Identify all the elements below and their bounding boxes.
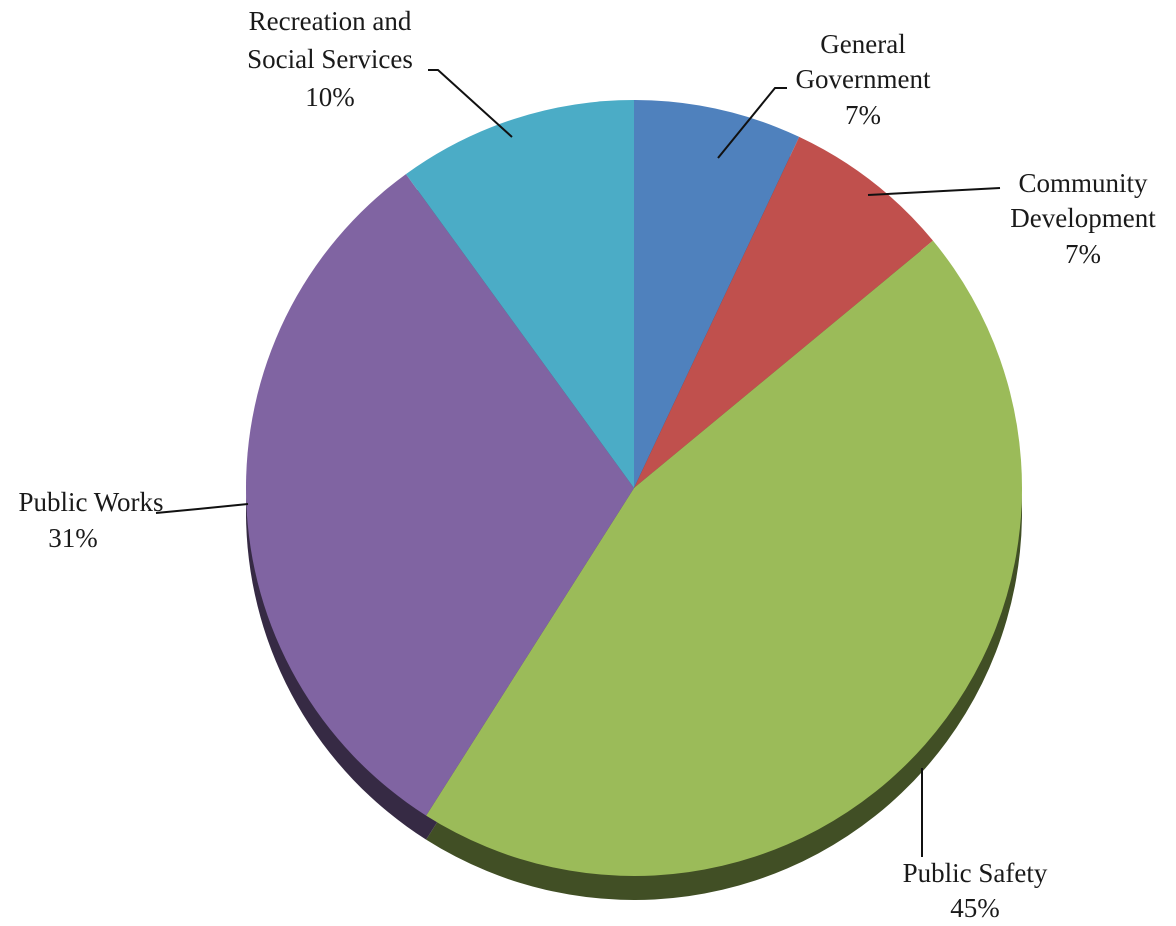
slice-label-line: Recreation and	[249, 6, 412, 36]
svg-text:Community: Community	[1018, 168, 1148, 198]
slice-percent: 31%	[48, 523, 98, 553]
slice-label-line: Public Safety	[903, 858, 1048, 888]
svg-text:Government: Government	[796, 64, 931, 94]
leader-line-layer	[155, 69, 1001, 857]
slice-percent: 7%	[1065, 239, 1101, 269]
slice-percent: 45%	[950, 893, 1000, 923]
slice-label-public-works: Public Works 31%	[18, 487, 163, 553]
slice-public-safety	[426, 240, 1023, 877]
slice-percent: 10%	[305, 82, 355, 112]
svg-text:Social Services: Social Services	[247, 44, 413, 74]
svg-text:General: General	[820, 29, 905, 59]
slice-label-general-government: General Government 7%	[796, 29, 931, 130]
svg-text:7%: 7%	[845, 100, 881, 130]
leader-line-community-development	[867, 187, 1001, 196]
slice-community-development	[634, 136, 933, 488]
slice-general-government	[634, 100, 800, 488]
slice-label-line: Development	[1010, 203, 1156, 233]
slice-label-line: Government	[796, 64, 931, 94]
svg-text:7%: 7%	[1065, 239, 1101, 269]
pie-slice-layer	[245, 99, 1023, 877]
slice-percent: 7%	[845, 100, 881, 130]
svg-text:Public Safety: Public Safety	[903, 858, 1048, 888]
slice-label-community-development: Community Development 7%	[1010, 168, 1156, 269]
slice-label-public-safety: Public Safety 45%	[903, 858, 1048, 923]
leader-line-general-government	[717, 87, 787, 159]
slice-label-line: Public Works	[18, 487, 163, 517]
svg-text:Public Works: Public Works	[18, 487, 163, 517]
svg-text:Development: Development	[1010, 203, 1156, 233]
slice-label-line: Social Services	[247, 44, 413, 74]
slice-label-line: Community	[1018, 168, 1148, 198]
slice-public-works	[245, 174, 634, 816]
slice-recreation-and-social-services	[405, 99, 634, 488]
leader-line-recreation-social-services	[428, 69, 513, 138]
slice-label-line: General	[820, 29, 905, 59]
svg-text:10%: 10%	[305, 82, 355, 112]
svg-text:45%: 45%	[950, 893, 1000, 923]
svg-text:31%: 31%	[48, 523, 98, 553]
svg-text:Recreation and: Recreation and	[249, 6, 412, 36]
slice-label-recreation-social-services: Recreation and Social Services 10%	[247, 6, 413, 112]
leader-line-public-works	[155, 503, 249, 514]
